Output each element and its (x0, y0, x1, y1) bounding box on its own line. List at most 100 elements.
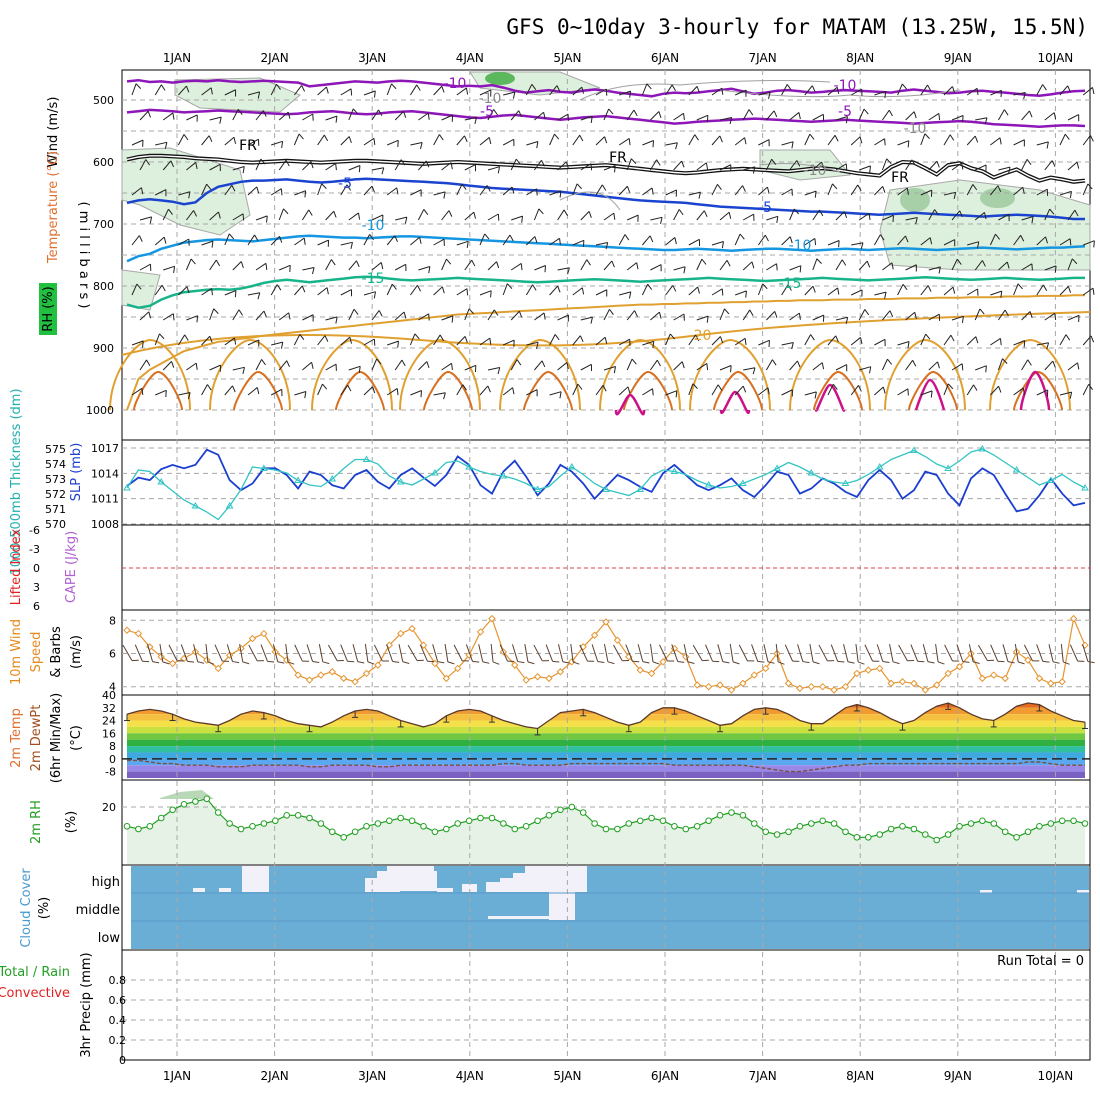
wind-barb-staff (371, 167, 384, 171)
wind-barb (162, 160, 175, 171)
wind-barb-staff (572, 287, 583, 296)
wind10-barb (147, 644, 160, 664)
wind-barb (572, 86, 585, 96)
wind-barb-flag (729, 117, 733, 125)
wind-barb-staff (618, 185, 628, 196)
wind-barb (526, 141, 539, 149)
wind10-barb-flag (367, 661, 375, 665)
wind-barb (928, 160, 940, 171)
wind-barb-staff (487, 166, 500, 171)
wind-barb-flag (1090, 335, 1095, 343)
wind-barb (1059, 133, 1070, 146)
wind-barb-flag (170, 160, 175, 168)
wind-barb-staff (178, 191, 191, 196)
temp-color-band (122, 739, 1085, 747)
wind-barb-flag (285, 159, 290, 167)
wind-barb-staff (975, 117, 988, 121)
wind-barb (998, 213, 1010, 222)
wind-barb-flag (706, 363, 709, 371)
wind10-barb-flag (302, 660, 310, 662)
wind-barb (317, 134, 329, 146)
rh2m-point (454, 820, 462, 827)
wind-barb (812, 314, 825, 322)
wind-barb-flag (303, 238, 306, 245)
wind-barb (595, 384, 607, 396)
wind10-barb-flag (1042, 660, 1050, 663)
cloud-gap (377, 871, 437, 891)
wind10-barb (898, 644, 915, 662)
wind-barb-flag (335, 163, 337, 171)
wind-barb-flag (541, 360, 546, 368)
wind10-speed-point (921, 686, 930, 694)
wind-barb-flag (581, 287, 585, 295)
wind-barb-staff (441, 315, 454, 321)
wind-barb (247, 138, 260, 146)
thickness-point (328, 475, 337, 482)
rh-contour-line (559, 191, 621, 211)
wind10-barb-staff (490, 643, 494, 662)
wind-barb-flag (451, 363, 453, 371)
pressure-tick-label: 900 (93, 342, 114, 355)
precip-label-1: Total / Rain (0, 965, 70, 980)
wind-barb (789, 208, 800, 221)
wind-barb-flag (821, 161, 824, 169)
wind10-barb-staff (775, 643, 779, 662)
wind-barb-staff (688, 383, 694, 396)
wind-barb-flag (1046, 189, 1049, 196)
wind-barb (757, 283, 768, 296)
wind-barb (526, 236, 538, 246)
wind-barb-staff (835, 364, 847, 371)
wind10-speed-point (876, 664, 884, 673)
wind-barb-staff (479, 385, 489, 396)
wind-barb-staff (502, 138, 515, 146)
wind-barb-flag (276, 284, 282, 291)
temp-color-band (122, 720, 1085, 727)
wind-barb-flag (417, 285, 421, 292)
wind-barb-flag (516, 359, 522, 366)
wind-barb (201, 135, 213, 146)
wind10-barb (625, 644, 640, 663)
wind-barb-flag (215, 259, 221, 267)
wind-barb (433, 392, 446, 400)
wind-barb (920, 84, 932, 96)
wind10-barb-flag (277, 661, 285, 664)
wind-barb-flag (902, 284, 908, 291)
wind-barb-staff (1044, 112, 1055, 121)
wind-barb-staff (711, 241, 724, 246)
wind10-barb-flag (267, 660, 275, 663)
wind-barb (595, 88, 608, 96)
wind-barb-flag (211, 241, 214, 248)
wind-barb (510, 158, 521, 171)
wind-barb (232, 261, 244, 271)
rh2m-point (545, 812, 553, 819)
wind10-barb-flag (812, 661, 820, 665)
wind-barb-staff (650, 311, 660, 321)
wind10-barb-flag (937, 661, 945, 665)
wind-barb (998, 166, 1011, 174)
wind-barb-flag (416, 84, 421, 91)
wind-barb-staff (781, 389, 793, 396)
contour-label: -5 (480, 104, 494, 120)
wind-barb-flag (1029, 110, 1033, 118)
wind-barb-staff (502, 339, 515, 346)
wind-barb-staff (456, 384, 464, 396)
wind-barb-flag (567, 314, 569, 322)
wind-barb (232, 213, 245, 221)
wind10-barb (272, 644, 285, 664)
wind-barb-staff (526, 141, 539, 146)
rh2m-point (351, 828, 359, 836)
wind10-speed-point (864, 666, 873, 674)
wind-barb-staff (1021, 216, 1034, 221)
wind-barb-flag (706, 316, 709, 323)
wind-barb-flag (721, 288, 724, 296)
wind-barb-flag (791, 389, 793, 397)
wind-barb-staff (479, 290, 492, 296)
wind-barb-flag (356, 260, 360, 268)
wind-barb (456, 135, 468, 146)
low-level-isotherm (599, 338, 681, 411)
wind-barb-staff (766, 311, 776, 321)
wind-barb (835, 259, 847, 271)
wind-barb (525, 84, 537, 96)
wind-barb-flag (536, 389, 538, 397)
rh2m-point (306, 814, 313, 822)
